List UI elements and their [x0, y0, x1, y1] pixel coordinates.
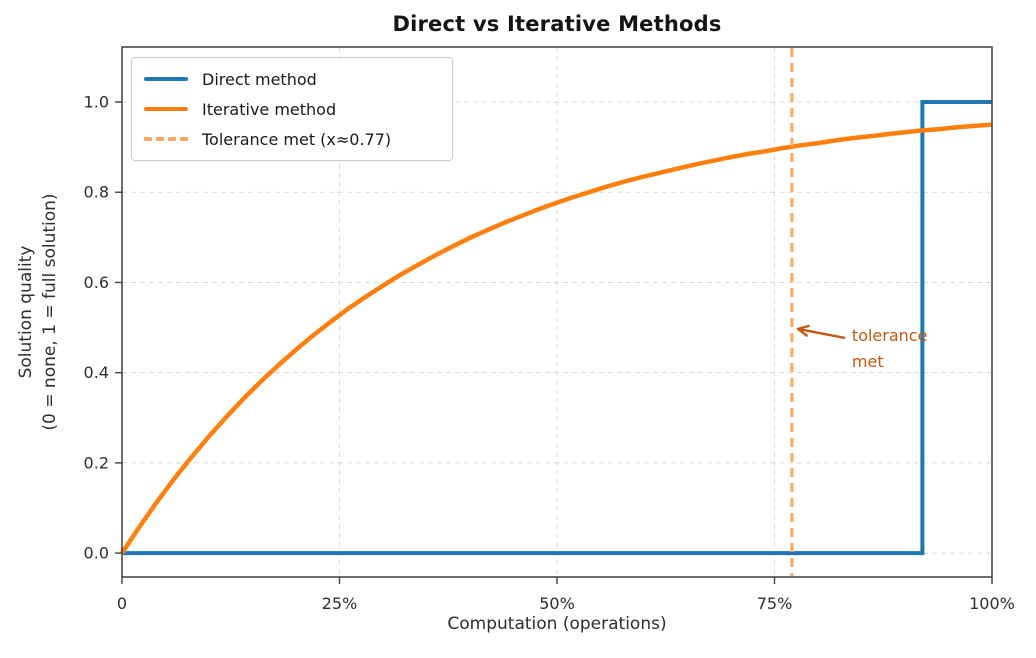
legend-item-tolerance: Tolerance met (x≈0.77): [144, 124, 440, 154]
legend-swatch-direct: [144, 77, 188, 81]
legend-swatch-tolerance: [144, 137, 188, 141]
y-tick-label: 0.2: [84, 453, 109, 472]
legend-item-iterative: Iterative method: [144, 94, 440, 124]
y-tick-label: 0.4: [84, 363, 109, 382]
x-tick-label: 50%: [539, 594, 575, 613]
y-tick-label: 0.0: [84, 544, 109, 563]
y-axis-label-line2: (0 = none, 1 = full solution): [40, 193, 60, 431]
annotation-arrow-head: [796, 324, 810, 337]
chart-title: Direct vs Iterative Methods: [392, 12, 722, 36]
axes-spines-ticks: 0 25% 50% 75% 100% 0.0 0.2 0.4 0.6 0.8 1.0: [84, 46, 1015, 613]
x-tick-label: 25%: [322, 594, 358, 613]
y-tick-label: 0.8: [84, 183, 109, 202]
series-line-iterative-method: [120, 122, 993, 555]
data-series: [120, 100, 993, 556]
x-tick-label: 0: [117, 594, 127, 613]
x-tick-label: 75%: [757, 594, 793, 613]
y-tick-label: 1.0: [84, 93, 109, 112]
legend-label-direct: Direct method: [202, 69, 317, 89]
legend-label-tolerance: Tolerance met (x≈0.77): [202, 129, 392, 149]
x-axis-label: Computation (operations): [447, 614, 667, 634]
annotation: tolerance met: [796, 324, 928, 371]
y-axis-label-line1: Solution quality: [16, 245, 36, 379]
x-tick-label: 100%: [969, 594, 1015, 613]
legend-item-direct: Direct method: [144, 64, 440, 94]
series-line-direct-method: [122, 100, 992, 556]
legend-label-iterative: Iterative method: [202, 99, 337, 119]
annotation-text-line1: tolerance: [852, 326, 928, 345]
legend: Direct method Iterative method Tolerance…: [131, 57, 453, 161]
legend-swatch-iterative: [144, 107, 188, 111]
annotation-arrow-shaft: [797, 327, 846, 340]
annotation-text-line2: met: [852, 352, 884, 371]
y-tick-label: 0.6: [84, 273, 109, 292]
